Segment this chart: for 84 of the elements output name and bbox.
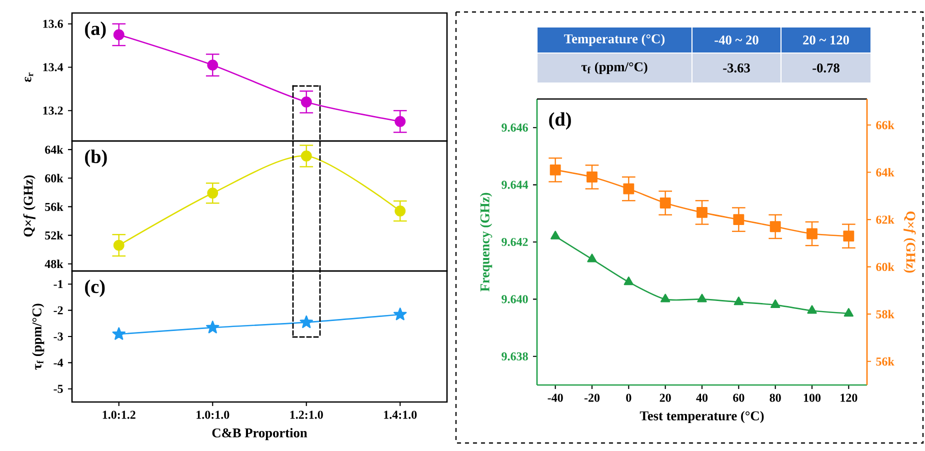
y-tick-label: 13.6	[43, 20, 63, 28]
point	[586, 172, 598, 182]
point	[300, 96, 312, 108]
y-tick-label: 9.638	[502, 352, 528, 360]
point	[550, 164, 561, 176]
point	[697, 294, 707, 302]
x-tick-label: 0	[626, 394, 632, 402]
point	[550, 230, 560, 240]
point	[394, 206, 406, 216]
x-tick-label: 100	[804, 394, 821, 402]
text: -0.78	[812, 63, 840, 73]
point	[300, 315, 313, 328]
point	[113, 240, 124, 251]
point	[806, 228, 818, 240]
point	[113, 29, 124, 40]
y-axis-title: Q×f (GHz)	[23, 175, 36, 237]
y-tick-label: 9.642	[502, 238, 528, 246]
point	[207, 60, 218, 71]
y-tick-label: -3	[54, 332, 63, 341]
text: 20 ~ 120	[803, 36, 849, 44]
y-tick-label: -4	[54, 358, 64, 367]
x-tick-label: 120	[840, 394, 858, 402]
text: -40 ~ 20	[714, 36, 758, 44]
point	[587, 254, 597, 262]
point	[624, 276, 634, 286]
y2-tick-label: 66k	[876, 120, 894, 130]
y-tick-label: -2	[54, 306, 63, 314]
text: Temperature (°C)	[564, 34, 665, 46]
x-axis-title: Test temperature (°C)	[640, 410, 764, 424]
point	[112, 327, 126, 340]
point	[843, 230, 854, 242]
x-tick-label: 60	[733, 394, 744, 402]
x-axis-title: C&B Proportion	[212, 428, 308, 440]
y-tick-label: 9.644	[502, 180, 528, 189]
y-axis-title: τ$_{f}$ (ppm/°C)	[32, 304, 44, 370]
y2-tick-label: 64k	[876, 168, 894, 176]
point	[770, 299, 780, 308]
y-tick-label: 56k	[45, 202, 64, 211]
y-tick-label: 13.4	[43, 63, 64, 72]
point	[394, 308, 407, 320]
chart-title: (b)	[85, 150, 107, 168]
y-tick-label: 60k	[45, 174, 64, 182]
y2-tick-label: 60k	[876, 262, 894, 272]
x-tick-label: 80	[770, 394, 781, 402]
point	[807, 305, 817, 314]
chart-title: (a)	[85, 22, 106, 39]
x-tick-label: 1.0:1.0	[196, 410, 230, 419]
point	[394, 116, 406, 127]
point	[733, 214, 744, 226]
point	[770, 221, 781, 232]
y-axis-title: Frequency (GHz)	[480, 192, 492, 292]
y-tick-label: 64k	[45, 145, 64, 154]
point	[206, 320, 220, 334]
y-tick-label: 9.640	[502, 295, 528, 304]
point	[623, 183, 634, 194]
y2-axis-title: Q×f (GHz)	[904, 211, 916, 273]
y-tick-label: 48k	[44, 260, 64, 268]
point	[300, 150, 312, 162]
y-tick-label: 13.2	[43, 106, 63, 115]
y-tick-label: -1	[54, 280, 63, 288]
point	[844, 308, 854, 317]
point	[696, 206, 708, 218]
text: τ$_{f}$ (ppm/°C)	[581, 62, 648, 74]
x-tick-label: 40	[696, 394, 708, 402]
chart-title: (c)	[85, 280, 105, 298]
y-tick-label: 52k	[45, 231, 64, 240]
text: -3.63	[723, 63, 750, 73]
y2-tick-label: 56k	[876, 357, 894, 366]
point	[207, 188, 218, 199]
text: (d)	[549, 112, 571, 130]
point	[660, 198, 671, 208]
y-tick-label: -5	[54, 384, 63, 393]
x-tick-label: 1.2:1.0	[290, 410, 323, 419]
x-tick-label: 1.4:1.0	[384, 410, 417, 419]
x-tick-label: 20	[660, 394, 671, 402]
y-axis-title: ε$_{r}$	[24, 72, 34, 82]
x-tick-label: -40	[548, 394, 563, 402]
y-tick-label: 9.646	[502, 124, 528, 132]
y2-tick-label: 58k	[876, 310, 894, 318]
point	[660, 294, 670, 302]
point	[734, 296, 744, 306]
x-tick-label: 1.0:1.2	[102, 410, 136, 419]
y2-tick-label: 62k	[876, 215, 894, 224]
x-tick-label: -20	[584, 394, 600, 402]
